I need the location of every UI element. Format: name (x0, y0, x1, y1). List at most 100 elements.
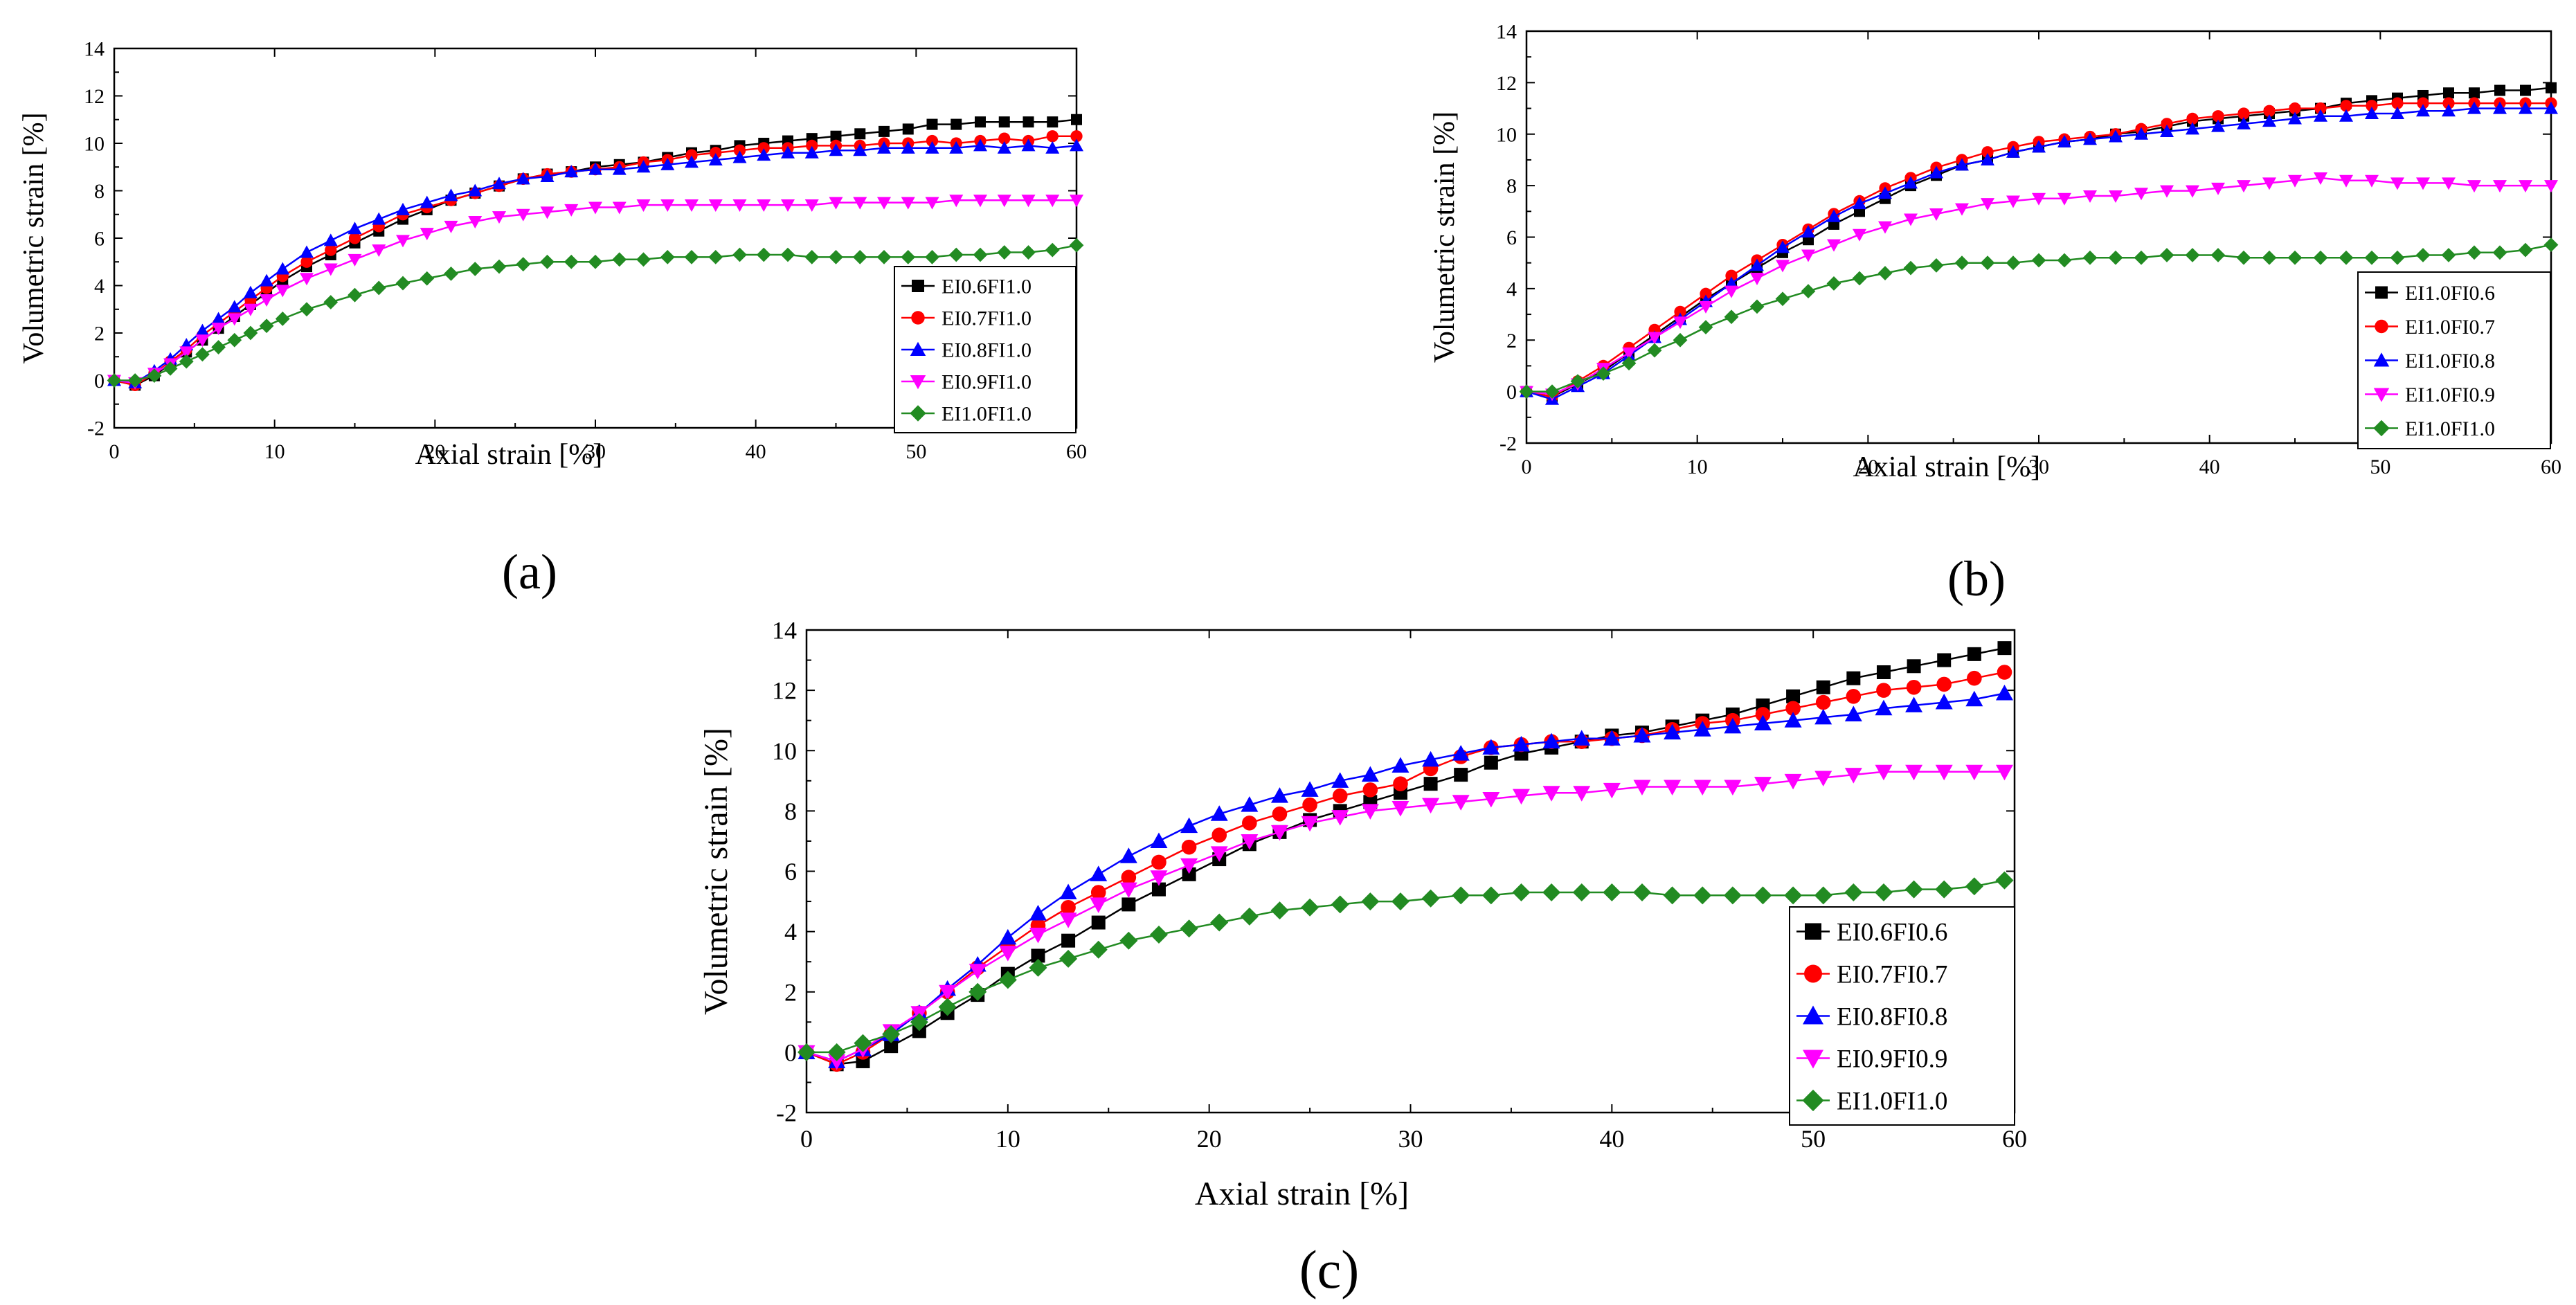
data-point (323, 295, 339, 309)
data-point (2057, 253, 2072, 268)
data-point (2469, 87, 2480, 99)
data-point (2288, 111, 2302, 125)
data-point (2083, 190, 2097, 203)
data-point (1573, 730, 1591, 746)
data-point (516, 172, 530, 185)
data-point (227, 300, 242, 313)
y-axis-label: Volumetric strain [%] (18, 112, 50, 363)
data-point (564, 165, 579, 178)
data-point (1482, 791, 1500, 808)
x-axis-label: Axial strain [%] (1853, 451, 2041, 483)
data-point (1361, 766, 1379, 782)
data-point (1903, 260, 1918, 276)
data-point (107, 373, 122, 388)
data-point (1391, 801, 1409, 817)
data-point (1393, 776, 1408, 791)
legend-marker (2373, 352, 2390, 367)
data-point (1182, 867, 1196, 881)
data-point (2082, 250, 2098, 265)
data-point (998, 971, 1017, 989)
data-point (1119, 847, 1137, 863)
data-point (2186, 185, 2199, 198)
data-point (492, 259, 507, 274)
data-point (1180, 919, 1198, 938)
legend-entry: EI1.0FI1.0 (2405, 417, 2495, 440)
data-point (2161, 118, 2173, 130)
data-point (1905, 764, 1923, 781)
data-point (1122, 897, 1136, 912)
data-point (660, 199, 675, 213)
data-point (1542, 786, 1560, 802)
data-point (926, 118, 938, 130)
data-point (756, 247, 771, 262)
data-point (781, 199, 795, 213)
data-point (1852, 271, 1867, 286)
data-point (348, 232, 361, 244)
data-point (2314, 109, 2327, 122)
data-point (1749, 299, 1765, 314)
data-point (612, 201, 627, 215)
data-point (1512, 883, 1531, 901)
data-point (1240, 907, 1259, 926)
data-point (829, 143, 843, 156)
data-point (951, 118, 962, 130)
data-point (420, 271, 435, 286)
data-point (997, 245, 1012, 260)
data-point (2237, 116, 2251, 129)
data-point (1210, 846, 1228, 862)
data-point (1784, 712, 1802, 728)
data-point (1542, 732, 1560, 749)
data-point (2442, 97, 2455, 109)
data-point (636, 199, 651, 213)
data-point (1776, 240, 1790, 253)
data-point (969, 982, 987, 1001)
data-point (1059, 912, 1077, 928)
data-point (1816, 680, 1830, 694)
data-point (2544, 101, 2558, 114)
series-line (114, 145, 1077, 384)
data-point (1180, 858, 1198, 874)
data-point (1981, 152, 1994, 165)
data-point (588, 201, 602, 215)
data-point (1754, 714, 1772, 731)
data-point (1361, 892, 1380, 911)
data-point (710, 147, 722, 159)
data-point (564, 204, 579, 217)
data-point (1452, 745, 1470, 761)
data-point (276, 285, 290, 298)
data-point (1332, 788, 1348, 804)
x-tick-label: 50 (1801, 1125, 1826, 1153)
data-point (1150, 832, 1168, 848)
y-tick-label: 10 (772, 737, 797, 765)
y-axis-label: Volumetric strain [%] (1429, 111, 1461, 363)
data-point (323, 233, 338, 246)
data-point (1331, 895, 1349, 914)
y-tick-label: 2 (1506, 330, 1517, 352)
data-point (2212, 110, 2224, 123)
data-point (2006, 145, 2020, 158)
data-point (1906, 679, 1922, 695)
data-point (1786, 689, 1801, 703)
data-point (1955, 203, 1969, 216)
data-point (2006, 195, 2020, 208)
y-tick-label: -2 (87, 417, 105, 440)
data-point (612, 252, 627, 267)
series-EI0.9FI0.9 (798, 764, 2013, 1070)
data-point (854, 1034, 872, 1052)
y-axis-label: Volumetric strain [%] (698, 728, 735, 1015)
data-point (2493, 180, 2507, 193)
data-point (211, 340, 226, 354)
data-point (828, 1054, 846, 1070)
data-point (949, 141, 964, 154)
legend-marker (2373, 420, 2390, 437)
data-point (2390, 177, 2404, 190)
data-point (2416, 104, 2430, 117)
data-point (1876, 665, 1891, 679)
data-point (1151, 854, 1167, 870)
data-point (636, 252, 651, 267)
data-point (540, 254, 555, 269)
data-point (2237, 180, 2251, 193)
data-point (884, 1039, 899, 1054)
data-point (1119, 882, 1137, 899)
data-point (1844, 705, 1862, 721)
